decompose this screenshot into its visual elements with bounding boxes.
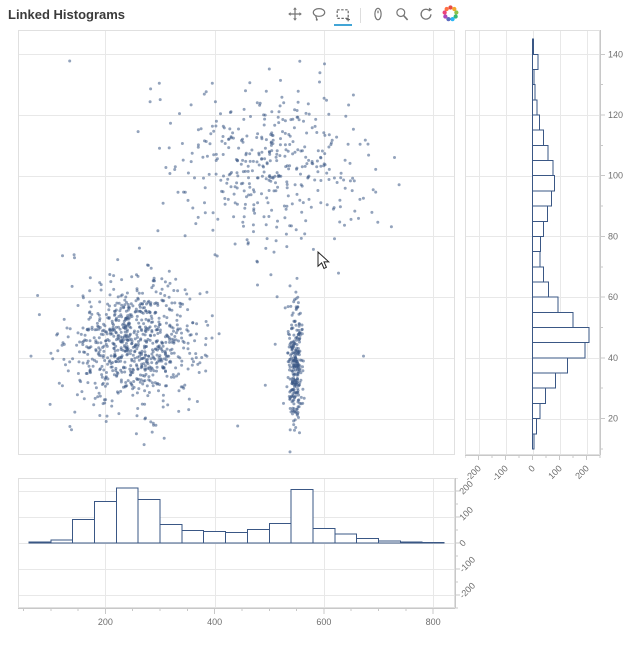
box-select-tool-button[interactable] — [334, 5, 352, 26]
reset-tool-button[interactable] — [417, 5, 435, 26]
svg-text:120: 120 — [608, 110, 623, 120]
svg-text:200: 200 — [98, 617, 113, 627]
page-title: Linked Histograms — [8, 7, 126, 22]
svg-text:-200: -200 — [457, 581, 477, 601]
box-zoom-tool-button[interactable] — [393, 5, 411, 26]
box-zoom-icon — [396, 7, 409, 20]
svg-text:0: 0 — [526, 463, 537, 474]
pan-icon — [288, 6, 302, 21]
wheel-zoom-tool-button[interactable] — [369, 5, 387, 26]
plot-toolbar — [286, 3, 460, 27]
svg-text:800: 800 — [426, 617, 441, 627]
wheel-zoom-icon — [374, 7, 382, 20]
svg-text:140: 140 — [608, 49, 623, 59]
svg-text:100: 100 — [457, 505, 475, 523]
svg-text:60: 60 — [608, 292, 618, 302]
svg-text:100: 100 — [608, 171, 623, 181]
reset-icon — [420, 7, 433, 20]
svg-text:400: 400 — [207, 617, 222, 627]
pan-tool-button[interactable] — [286, 5, 304, 26]
bokeh-logo-icon — [442, 5, 459, 22]
svg-text:200: 200 — [573, 463, 591, 481]
bokeh-logo-button[interactable] — [441, 4, 460, 26]
x-histogram-plot: 200 400 600 800 200 100 0 -100 -200 — [18, 478, 477, 627]
mouse-cursor — [317, 251, 330, 270]
lasso-select-tool-button[interactable] — [310, 5, 328, 26]
svg-text:200: 200 — [457, 479, 475, 497]
svg-text:600: 600 — [316, 617, 331, 627]
svg-text:100: 100 — [546, 463, 564, 481]
svg-text:0: 0 — [457, 538, 468, 549]
toolbar-divider — [360, 7, 361, 23]
svg-text:40: 40 — [608, 353, 618, 363]
lasso-select-icon — [312, 7, 326, 21]
svg-text:80: 80 — [608, 231, 618, 241]
svg-text:-100: -100 — [457, 555, 477, 575]
scatter-plot[interactable] — [18, 30, 455, 455]
svg-text:20: 20 — [608, 414, 618, 424]
box-select-icon — [336, 8, 350, 21]
